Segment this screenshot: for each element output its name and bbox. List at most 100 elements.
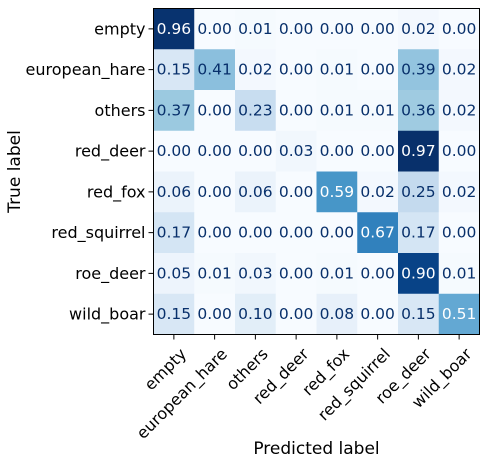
heatmap-cell	[316, 8, 358, 50]
heatmap-cell	[398, 90, 440, 132]
cell-value-label: 0.01	[442, 264, 477, 282]
heatmap-cell	[357, 8, 399, 50]
cell-value-label: 0.00	[442, 142, 477, 160]
plot-frame	[153, 8, 480, 335]
heatmap-cell	[398, 293, 440, 335]
heatmap-cell	[194, 130, 236, 172]
heatmap-cell	[194, 49, 236, 91]
heatmap-cell	[357, 212, 399, 254]
y-axis-label: True label	[5, 130, 25, 214]
cell-value-label: 0.96	[157, 20, 192, 38]
cell-value-label: 0.01	[197, 264, 232, 282]
cell-value-label: 0.06	[238, 183, 273, 201]
heatmap-cell	[235, 49, 277, 91]
cell-value-label: 0.00	[360, 264, 395, 282]
heatmap-cell	[153, 90, 195, 132]
cell-value-label: 0.02	[442, 61, 477, 79]
cell-value-label: 0.10	[238, 305, 273, 323]
y-tick-label: others	[95, 101, 146, 120]
cell-value-label: 0.02	[238, 61, 273, 79]
cell-value-label: 0.36	[401, 101, 436, 119]
cell-value-label: 0.01	[320, 61, 355, 79]
cell-value-label: 0.03	[279, 142, 314, 160]
cell-value-label: 0.00	[238, 224, 273, 242]
cell-value-label: 0.00	[279, 183, 314, 201]
heatmap-cell	[316, 293, 358, 335]
cell-value-label: 0.51	[442, 305, 477, 323]
heatmap-cell	[438, 253, 480, 295]
cell-value-label: 0.01	[360, 101, 395, 119]
heatmap-cell	[153, 253, 195, 295]
heatmap-cell	[316, 49, 358, 91]
y-tick-label: wild_boar	[69, 305, 146, 325]
heatmap-cell	[275, 8, 317, 50]
cell-value-label: 0.00	[279, 101, 314, 119]
heatmap-cell	[194, 171, 236, 213]
heatmap-cell	[235, 130, 277, 172]
heatmap-cell	[235, 90, 277, 132]
cell-value-label: 0.41	[197, 61, 232, 79]
cell-value-label: 0.00	[279, 264, 314, 282]
heatmap-cell	[235, 8, 277, 50]
heatmap-cell	[316, 212, 358, 254]
cell-value-label: 0.97	[401, 142, 436, 160]
heatmap-cell	[275, 90, 317, 132]
heatmap-cell	[235, 171, 277, 213]
cell-value-label: 0.01	[320, 264, 355, 282]
heatmap-cell	[316, 171, 358, 213]
cell-value-label: 0.00	[197, 224, 232, 242]
heatmap-cell	[357, 90, 399, 132]
y-tick-label: roe_deer	[75, 264, 146, 284]
heatmap-cell	[153, 293, 195, 335]
y-tick-label: empty	[94, 19, 145, 38]
heatmap-cell	[153, 130, 195, 172]
cell-value-label: 0.90	[401, 264, 436, 282]
heatmap-cell	[438, 130, 480, 172]
heatmap-cell	[398, 8, 440, 50]
heatmap-cell	[275, 293, 317, 335]
heatmap-cell	[438, 212, 480, 254]
cell-value-label: 0.23	[238, 101, 273, 119]
cell-value-label: 0.17	[157, 224, 192, 242]
cell-value-label: 0.15	[401, 305, 436, 323]
cell-value-label: 0.67	[360, 224, 395, 242]
heatmap-cell	[398, 253, 440, 295]
cell-value-label: 0.00	[360, 20, 395, 38]
cell-value-label: 0.02	[442, 101, 477, 119]
heatmap-cell	[153, 171, 195, 213]
cell-value-label: 0.59	[320, 183, 355, 201]
cell-value-label: 0.25	[401, 183, 436, 201]
cell-value-label: 0.01	[320, 101, 355, 119]
cell-value-label: 0.00	[279, 305, 314, 323]
heatmap-cell	[316, 90, 358, 132]
y-tick-label: european_hare	[26, 60, 146, 80]
heatmap-cell	[235, 293, 277, 335]
cell-value-label: 0.02	[442, 183, 477, 201]
cell-value-label: 0.00	[442, 224, 477, 242]
cell-value-label: 0.02	[401, 20, 436, 38]
heatmap-cell	[275, 171, 317, 213]
heatmap-cell	[235, 253, 277, 295]
heatmap-cell	[438, 293, 480, 335]
cell-value-label: 0.15	[157, 305, 192, 323]
cell-value-label: 0.00	[279, 20, 314, 38]
cell-value-label: 0.08	[320, 305, 355, 323]
heatmap-cell	[275, 130, 317, 172]
heatmap-cell	[398, 171, 440, 213]
heatmap-cell	[438, 90, 480, 132]
heatmap-cell	[316, 253, 358, 295]
heatmap-cell	[398, 49, 440, 91]
heatmap-cell	[194, 212, 236, 254]
cell-value-label: 0.00	[197, 305, 232, 323]
heatmap-cell	[194, 90, 236, 132]
heatmap-cell	[194, 293, 236, 335]
heatmap-cells: 0.96 0.00 0.01 0.00 0.00 0.00 0.02 0.00 0.15 0.41…	[153, 8, 480, 335]
cell-value-label: 0.00	[320, 142, 355, 160]
heatmap-cell	[316, 130, 358, 172]
x-axis-label: Predicted label	[253, 439, 379, 459]
cell-value-label: 0.03	[238, 264, 273, 282]
cell-value-label: 0.00	[320, 20, 355, 38]
x-axis-ticks: emptyeuropean_hareothersred_deerred_foxr…	[133, 334, 476, 443]
